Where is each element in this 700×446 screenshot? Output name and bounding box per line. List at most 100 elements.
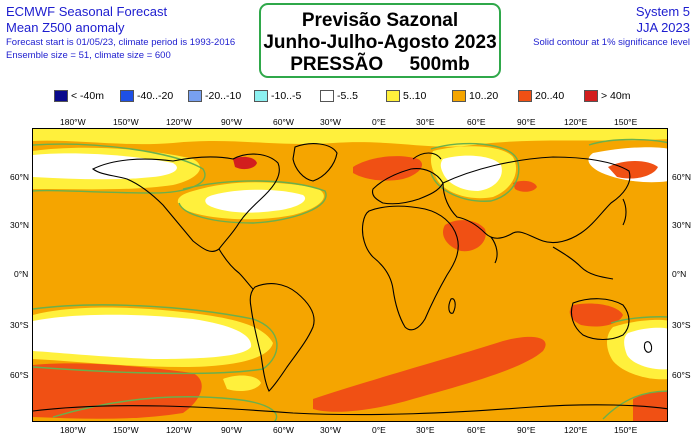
lon-label: 90°E: [517, 117, 536, 127]
legend-swatch: [188, 90, 202, 102]
canada-dark-red: [233, 156, 257, 170]
scandinavia-outline: [412, 152, 442, 160]
lat-label: 30°N: [10, 220, 29, 230]
antarctica-outline: [33, 404, 667, 416]
central-asia-red: [513, 180, 537, 192]
lat-label: 30°S: [672, 320, 691, 330]
legend-label: 20..40: [535, 90, 565, 102]
south-pacific-white: [33, 314, 252, 359]
drake-yellow: [223, 375, 261, 391]
lon-label: 180°W: [60, 117, 86, 127]
lat-label: 60°S: [10, 370, 29, 380]
arctic-yellow-band: [33, 129, 667, 147]
lat-label: 60°S: [672, 370, 691, 380]
legend-label: -5..5: [337, 90, 359, 102]
legend-label: 5..10: [403, 90, 427, 102]
eurasia-white: [440, 155, 502, 191]
season-label: JJA 2023: [636, 20, 691, 35]
coastlines: [33, 143, 667, 416]
greenland-outline: [292, 143, 338, 182]
lon-label: 60°E: [467, 425, 486, 435]
north-pacific-white: [33, 153, 177, 180]
legend-swatch: [452, 90, 466, 102]
legend-swatch: [386, 90, 400, 102]
title-box: Previsão Sazonal Junho-Julho-Agosto 2023…: [259, 3, 501, 78]
lon-label: 120°E: [564, 117, 588, 127]
anomaly-map: [32, 128, 668, 422]
lat-label: 30°S: [10, 320, 29, 330]
legend-swatch: [518, 90, 532, 102]
forecast-source: ECMWF Seasonal Forecast: [6, 4, 168, 19]
north-america-outline: [91, 153, 280, 252]
lat-label: 0°N: [672, 269, 687, 279]
lat-label: 30°N: [672, 220, 691, 230]
australia-outline: [570, 298, 630, 341]
system-version: System 5: [635, 4, 690, 19]
asia-outline: [442, 156, 631, 244]
legend-swatch: [254, 90, 268, 102]
legend-item: 10..20: [452, 88, 498, 104]
southern-indian-red: [313, 336, 546, 412]
lon-label: 30°W: [320, 117, 341, 127]
lon-label: 60°W: [273, 117, 294, 127]
lon-label: 120°W: [166, 425, 192, 435]
legend-label: -40..-20: [137, 90, 174, 102]
legend-item: > 40m: [584, 88, 630, 104]
legend-swatch: [584, 90, 598, 102]
legend-item: -40..-20: [120, 88, 173, 104]
antarctic-red: [633, 391, 667, 421]
legend-label: < -40m: [71, 90, 104, 102]
lon-label: 120°E: [564, 425, 588, 435]
south-america-outline: [249, 283, 315, 392]
legend-item: 5..10: [386, 88, 426, 104]
central-america-outline: [218, 248, 254, 290]
lon-label: 30°E: [416, 117, 435, 127]
lat-label: 0°N: [14, 269, 29, 279]
lon-label: 150°E: [614, 425, 638, 435]
variable-name: Mean Z500 anomaly: [6, 20, 125, 35]
legend-label: > 40m: [601, 90, 631, 102]
lon-label: 60°W: [273, 425, 294, 435]
title-line-1: Previsão Sazonal: [301, 10, 459, 31]
arabia-red: [442, 220, 486, 252]
india-outline: [490, 236, 498, 264]
africa-outline: [361, 205, 459, 331]
sw-pacific-white: [624, 327, 667, 370]
legend-swatch: [320, 90, 334, 102]
lon-label: 0°E: [372, 425, 386, 435]
south-pacific-red: [33, 363, 202, 419]
legend-item: -10..-5: [254, 88, 301, 104]
ensemble-size: Ensemble size = 51, climate size = 600: [6, 50, 171, 61]
madagascar-outline: [448, 298, 456, 314]
legend-label: 10..20: [469, 90, 499, 102]
significance-note: Solid contour at 1% significance level: [533, 37, 690, 48]
title-line-2: Junho-Julho-Agosto 2023: [263, 32, 497, 53]
legend-item: -5..5: [320, 88, 358, 104]
title-line-3: PRESSÃO 500mb: [290, 54, 470, 75]
header-right: System 5 JJA 2023 Solid contour at 1% si…: [533, 4, 690, 49]
legend-swatch: [54, 90, 68, 102]
southeast-asia-outline: [552, 246, 614, 280]
lat-label: 60°N: [10, 172, 29, 182]
legend-item: -20..-10: [188, 88, 241, 104]
europe-outline: [371, 168, 444, 205]
europe-red: [353, 156, 423, 181]
lon-label: 0°E: [372, 117, 386, 127]
map-svg: [33, 129, 667, 421]
legend-item: < -40m: [54, 88, 104, 104]
lon-label: 180°W: [60, 425, 86, 435]
lon-label: 150°W: [113, 117, 139, 127]
lat-label: 60°N: [672, 172, 691, 182]
forecast-start: Forecast start is 01/05/23, climate peri…: [6, 37, 236, 48]
australia-red: [569, 303, 623, 327]
ne-asia-red: [608, 161, 658, 179]
lon-label: 90°W: [221, 425, 242, 435]
lon-label: 150°W: [113, 425, 139, 435]
lon-label: 30°W: [320, 425, 341, 435]
header-left: ECMWF Seasonal Forecast Mean Z500 anomal…: [6, 4, 235, 62]
legend-label: -10..-5: [271, 90, 302, 102]
lon-label: 120°W: [166, 117, 192, 127]
legend-label: -20..-10: [205, 90, 242, 102]
lon-label: 30°E: [416, 425, 435, 435]
lon-label: 90°E: [517, 425, 536, 435]
